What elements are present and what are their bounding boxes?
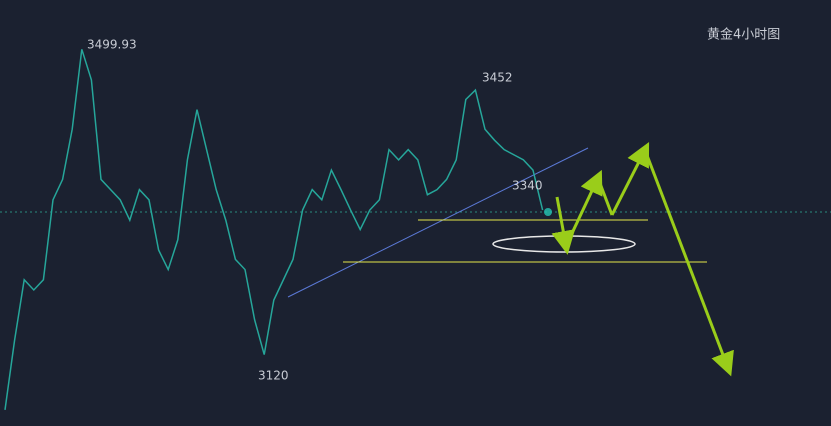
annotation: 3120 bbox=[258, 369, 289, 383]
arrow bbox=[596, 177, 614, 216]
arrow bbox=[551, 196, 576, 255]
arrow bbox=[564, 169, 603, 247]
arrow bbox=[643, 149, 734, 377]
projection bbox=[551, 141, 734, 377]
annotation: 3499.93 bbox=[87, 38, 137, 52]
last-price-dot bbox=[544, 208, 552, 216]
chart-title: 黄金4小时图 bbox=[707, 27, 780, 43]
annotation: 3452 bbox=[482, 71, 513, 85]
trend-line bbox=[287, 147, 589, 298]
arrow bbox=[610, 141, 650, 216]
annotation: 3340 bbox=[512, 179, 543, 193]
price-line-series bbox=[4, 49, 544, 410]
